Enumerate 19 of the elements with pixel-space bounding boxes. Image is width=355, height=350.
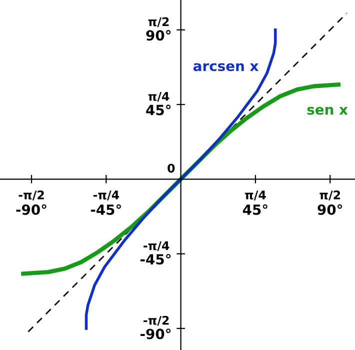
annotation: -π/2: [144, 316, 169, 326]
y-tick-label: -90°: [140, 328, 171, 340]
x-tick-label: 90°: [318, 204, 342, 215]
y-tick-label: 90°: [146, 30, 171, 41]
x-tick-label: -45°: [90, 204, 121, 215]
x-tick-label: 45°: [242, 204, 268, 215]
series-label: sen x: [307, 106, 348, 115]
annotation: π/2: [320, 190, 340, 200]
series-label: arcsen x: [193, 63, 258, 72]
y-tick-label: 45°: [146, 104, 171, 116]
annotation: π/4: [245, 190, 266, 200]
annotation: π/4: [148, 92, 170, 102]
x-tick-label: -90°: [16, 204, 46, 215]
annotation: 0: [168, 164, 175, 173]
annotation: -π/4: [93, 190, 120, 200]
annotation: π/2: [148, 17, 169, 28]
annotation: -π/2: [18, 190, 44, 200]
y-tick-label: -45°: [140, 254, 171, 265]
annotation: -π/4: [144, 241, 170, 252]
